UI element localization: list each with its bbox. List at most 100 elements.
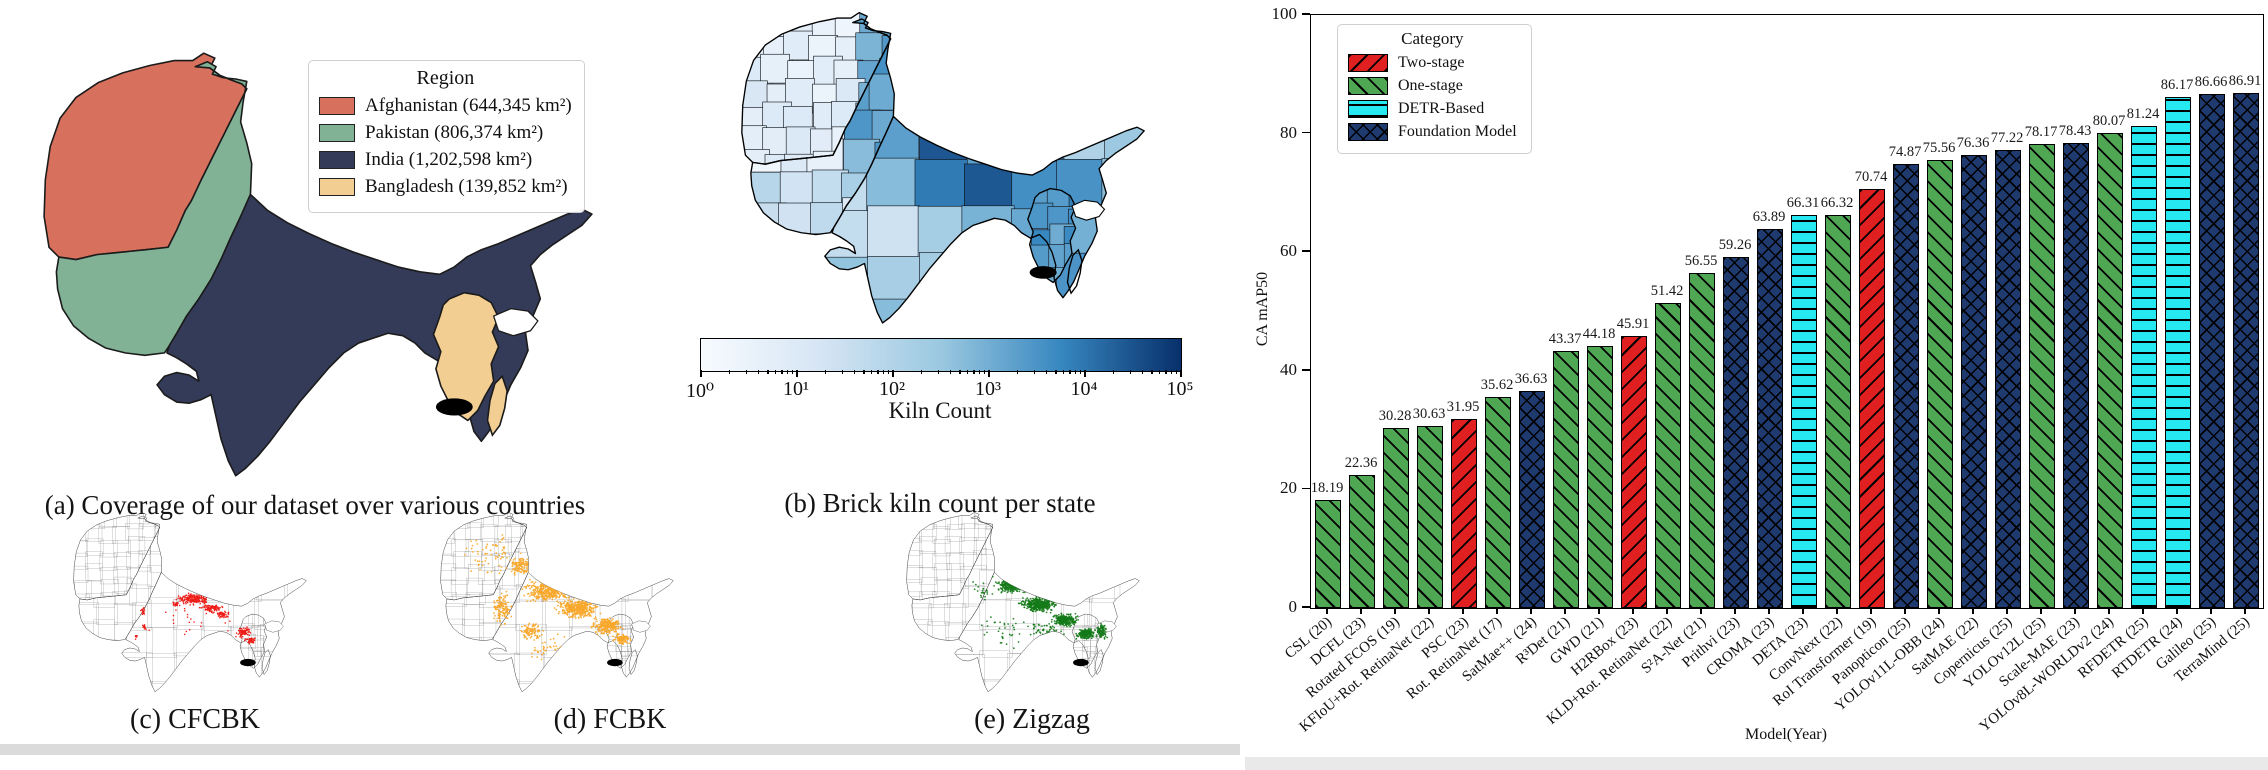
colorbar-minor-tick [791, 370, 794, 374]
country-bangladesh [432, 291, 500, 422]
kiln-dots-zigzag [972, 575, 1109, 650]
bar-YOLOv11L-OBB (24) [1926, 159, 1954, 608]
bar-value-label: 59.26 [1718, 236, 1752, 253]
y-tick [1302, 131, 1310, 134]
bar-value-label: 86.17 [2160, 77, 2194, 93]
legend-item-pakistan: Pakistan (806,374 km²) [319, 122, 572, 144]
bar-KFIoU+Rot. RetinaNet (22) [1416, 426, 1444, 608]
country-pakistan [911, 515, 996, 641]
bar-value-label: 56.55 [1684, 252, 1718, 269]
colorbar-minor-tick [841, 370, 844, 374]
bar-value-label: 18.19 [1310, 480, 1344, 497]
country-india [824, 115, 1145, 324]
country-india [488, 572, 674, 693]
bar-CROMA (23) [1756, 229, 1784, 608]
colorbar-minor-tick [966, 370, 969, 374]
y-tick [1302, 487, 1310, 490]
category-legend-item-one-stage: One-stage [1348, 77, 1517, 95]
colorbar-minor-tick [824, 370, 827, 374]
chart-plot-area [1310, 14, 2264, 609]
category-label: One-stage [1398, 77, 1463, 94]
x-tick [1462, 608, 1464, 614]
bar-DCFL (23) [1348, 475, 1376, 608]
map-kiln-count-choropleth [648, 0, 1238, 332]
map-fcbk-scatter [392, 505, 722, 697]
colorbar-minor-tick [781, 370, 783, 374]
bottom-strip-right [1245, 757, 2268, 770]
bar-value-label: 70.74 [1854, 168, 1888, 185]
colorbar-minor-tick [983, 370, 986, 374]
bar-value-label: 80.07 [2092, 113, 2126, 130]
colorbar-minor-tick [1079, 370, 1082, 374]
model-benchmark-bar-chart: CA mAP50 Model(Year) Category Two-stage O… [1245, 0, 2268, 770]
category-swatch [1348, 123, 1388, 141]
colorbar-minor-tick [920, 370, 923, 374]
bar-value-label: 78.43 [2058, 122, 2092, 139]
x-tick [1598, 608, 1600, 614]
scatter-map-zigzag-svg [906, 512, 1140, 693]
country-bangladesh-strip [628, 649, 638, 676]
colorbar-major-tick [892, 370, 894, 377]
colorbar-tick-label: 10¹ [783, 378, 809, 400]
choropleth-map-svg [741, 11, 1145, 324]
bar-value-label: 22.36 [1344, 455, 1378, 472]
colorbar-minor-tick [774, 370, 777, 374]
bangladesh-swatch [319, 178, 355, 196]
bar-DETA (23) [1790, 214, 1818, 608]
x-tick [2108, 608, 2110, 614]
country-bangladesh-strip [1066, 248, 1083, 295]
bottom-strip-left [0, 744, 1240, 755]
category-legend-item-two-stage: Two-stage [1348, 54, 1517, 72]
coverage-map-svg [43, 52, 593, 477]
category-label: DETR-Based [1398, 100, 1485, 117]
caption-e: (e) Zigzag [974, 704, 1090, 735]
x-tick [1972, 608, 1974, 614]
colorbar-minor-tick [786, 370, 789, 374]
caption-b: (b) Brick kiln count per state [784, 488, 1096, 518]
bar-ConvNext (22) [1824, 214, 1852, 608]
category-label: Two-stage [1398, 54, 1465, 71]
country-pakistan [55, 60, 253, 357]
x-tick [1938, 608, 1940, 614]
bar-RFDETR (25) [2130, 126, 2158, 608]
bar-GWD (21) [1586, 346, 1614, 608]
sundarbans-delta-blob [1073, 658, 1089, 667]
pakistan-swatch [319, 124, 355, 142]
colorbar-minor-tick [978, 370, 981, 374]
colorbar-major-tick [988, 370, 990, 377]
bar-S²A-Net (21) [1688, 272, 1716, 608]
colorbar-minor-tick [937, 370, 940, 374]
bar-Rotated FCOS (19) [1382, 428, 1410, 608]
x-tick [1496, 608, 1498, 614]
bar-YOLOv8L-WORLDv2 (24) [2096, 133, 2124, 608]
bar-SatMAE (22) [1960, 155, 1988, 608]
colorbar-tick-label: 10⁵ [1166, 378, 1194, 400]
region-legend: Region Afghanistan (644,345 km²) Pakista… [308, 60, 585, 213]
x-tick [1700, 608, 1702, 614]
bar-value-label: 86.91 [2228, 72, 2262, 89]
category-legend-item-foundation model: Foundation Model [1348, 123, 1517, 141]
scatter-map-fcbk-svg [440, 512, 674, 693]
colorbar-minor-tick [949, 370, 952, 374]
x-tick [1530, 608, 1532, 614]
colorbar-minor-tick [1158, 370, 1161, 374]
colorbar-minor-tick [853, 370, 856, 374]
excluded-enclave [492, 308, 539, 337]
bar-value-label: 74.87 [1888, 144, 1922, 161]
category-legend-title: Category [1401, 29, 1464, 48]
bar-Copernicus (25) [1994, 150, 2022, 608]
x-tick [1428, 608, 1430, 614]
bar-CSL (20) [1314, 500, 1342, 608]
category-label: Foundation Model [1398, 123, 1517, 140]
bar-value-label: 51.42 [1650, 283, 1684, 300]
bar-value-label: 31.95 [1446, 398, 1480, 415]
caption-d: (d) FCBK [553, 704, 667, 735]
colorbar-minor-tick [1016, 370, 1019, 374]
bar-value-label: 86.66 [2194, 74, 2228, 91]
bar-TerraMind (25) [2232, 92, 2260, 608]
bar-Prithvi (23) [1722, 256, 1750, 608]
bar-YOLOv12L (25) [2028, 144, 2056, 608]
colorbar-tick-label: 10³ [975, 378, 1001, 400]
colorbar-minor-tick [767, 370, 769, 374]
y-axis-label: CA mAP50 [1254, 271, 1271, 347]
